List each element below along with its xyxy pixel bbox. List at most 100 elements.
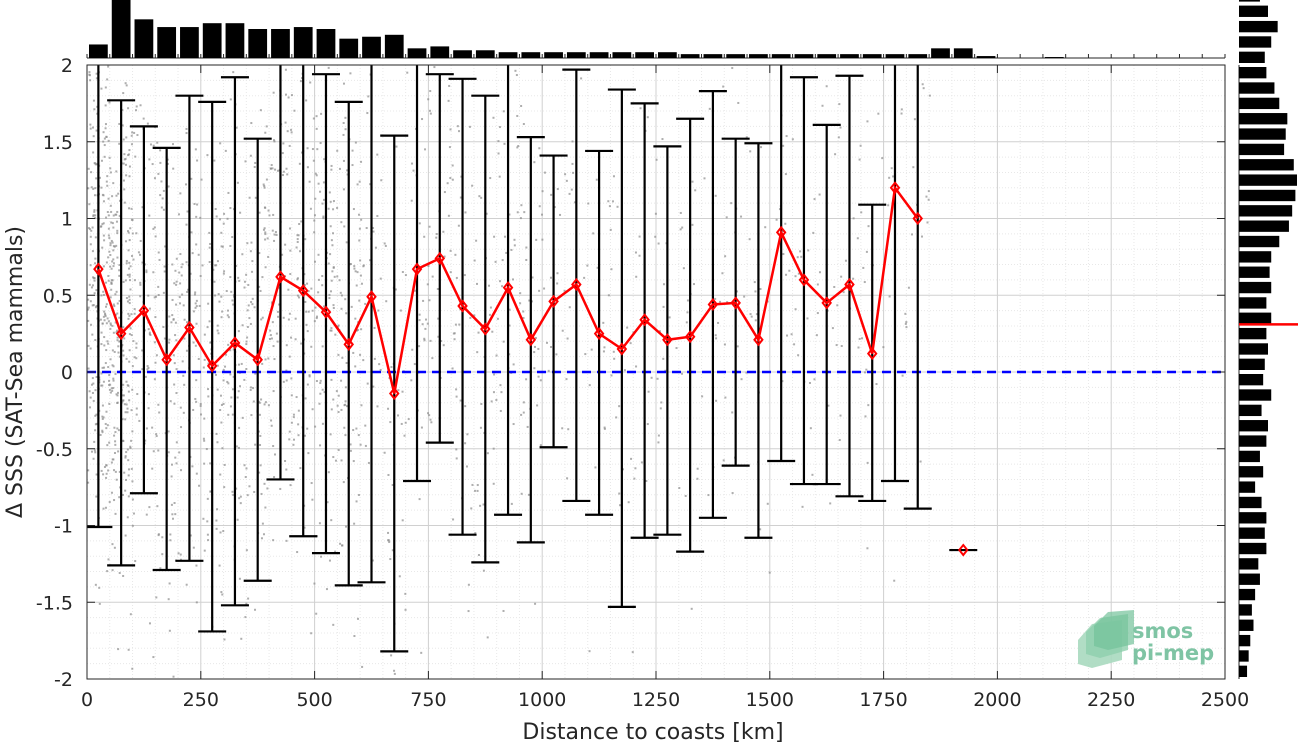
- scatter-point: [145, 271, 148, 274]
- scatter-point: [241, 416, 244, 419]
- scatter-point: [111, 195, 114, 198]
- scatter-point: [563, 289, 566, 292]
- scatter-point: [163, 265, 166, 268]
- scatter-point: [171, 513, 174, 516]
- scatter-point: [607, 294, 610, 297]
- scatter-point: [221, 245, 224, 248]
- scatter-point: [391, 549, 394, 552]
- scatter-point: [114, 443, 117, 446]
- scatter-point: [130, 409, 133, 412]
- scatter-point: [315, 612, 318, 615]
- scatter-point: [118, 299, 121, 302]
- scatter-point: [115, 244, 118, 247]
- scatter-point: [437, 317, 440, 320]
- scatter-point: [203, 462, 206, 465]
- mean-marker: [912, 211, 924, 226]
- scatter-point: [164, 245, 167, 248]
- scatter-point: [87, 319, 90, 322]
- scatter-point: [243, 286, 246, 289]
- scatter-point: [501, 285, 504, 288]
- scatter-point: [109, 391, 112, 394]
- top-hist-bar: [453, 50, 472, 58]
- scatter-point: [323, 158, 326, 161]
- scatter-point: [225, 353, 228, 356]
- scatter-point: [109, 171, 112, 174]
- scatter-point: [322, 217, 325, 220]
- scatter-point: [321, 345, 324, 348]
- scatter-point: [124, 157, 127, 160]
- scatter-point: [369, 183, 372, 186]
- scatter-point: [861, 337, 864, 340]
- scatter-point: [334, 550, 337, 553]
- scatter-point: [329, 290, 332, 293]
- scatter-point: [130, 467, 133, 470]
- scatter-point: [91, 333, 94, 336]
- scatter-point: [451, 178, 454, 181]
- scatter-point: [108, 237, 111, 240]
- scatter-point: [270, 301, 273, 304]
- scatter-point: [253, 306, 256, 309]
- scatter-point: [332, 398, 335, 401]
- scatter-point: [660, 401, 663, 404]
- scatter-point: [265, 178, 268, 181]
- scatter-point: [116, 394, 119, 397]
- scatter-point: [791, 138, 794, 141]
- scatter-point: [87, 481, 90, 484]
- scatter-point: [289, 227, 292, 230]
- scatter-point: [199, 404, 202, 407]
- scatter-point: [801, 505, 804, 508]
- scatter-point: [263, 206, 266, 209]
- scatter-point: [400, 422, 403, 425]
- scatter-point: [635, 365, 638, 368]
- scatter-point: [372, 227, 375, 230]
- scatter-point: [103, 155, 106, 158]
- scatter-point: [128, 149, 131, 152]
- scatter-point: [107, 469, 110, 472]
- scatter-point: [196, 159, 199, 162]
- scatter-point: [237, 363, 240, 366]
- scatter-point: [356, 271, 359, 274]
- scatter-point: [500, 391, 503, 394]
- scatter-point: [904, 312, 907, 315]
- scatter-point: [112, 379, 115, 382]
- scatter-point: [134, 155, 137, 158]
- scatter-point: [587, 202, 590, 205]
- scatter-point: [222, 222, 225, 225]
- top-hist-bar: [794, 54, 814, 58]
- scatter-point: [418, 345, 421, 348]
- scatter-point: [125, 84, 128, 87]
- scatter-point: [290, 336, 293, 339]
- scatter-point: [108, 101, 111, 104]
- scatter-point: [168, 338, 171, 341]
- scatter-point: [124, 418, 127, 421]
- scatter-point: [146, 122, 149, 125]
- scatter-point: [91, 304, 94, 307]
- scatter-point: [385, 300, 388, 303]
- scatter-point: [594, 466, 597, 469]
- scatter-point: [200, 178, 203, 181]
- scatter-point: [129, 446, 132, 449]
- scatter-point: [480, 402, 483, 405]
- scatter-point: [428, 225, 431, 228]
- scatter-point: [888, 176, 891, 179]
- scatter-point: [203, 333, 206, 336]
- scatter-point: [335, 390, 338, 393]
- scatter-point: [236, 396, 239, 399]
- scatter-point: [224, 149, 227, 152]
- scatter-point: [449, 249, 452, 252]
- scatter-point: [782, 253, 785, 256]
- scatter-point: [295, 396, 298, 399]
- top-hist-bar: [111, 0, 131, 58]
- scatter-point: [329, 329, 332, 332]
- scatter-point: [273, 239, 276, 242]
- scatter-point: [332, 456, 335, 459]
- scatter-point: [354, 141, 357, 144]
- scatter-point: [94, 162, 97, 165]
- scatter-point: [173, 362, 176, 365]
- right-hist-bar: [1239, 20, 1278, 33]
- scatter-point: [423, 337, 426, 340]
- scatter-point: [237, 330, 240, 333]
- scatter-point: [273, 139, 276, 142]
- scatter-point: [109, 265, 112, 268]
- right-hist-bar: [1239, 113, 1288, 125]
